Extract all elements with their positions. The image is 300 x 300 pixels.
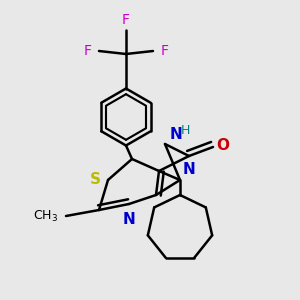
Text: S: S: [89, 172, 100, 188]
Text: F: F: [122, 13, 130, 27]
Text: H: H: [181, 124, 190, 136]
Text: N: N: [169, 127, 182, 142]
Text: F: F: [160, 44, 169, 58]
Text: N: N: [123, 212, 135, 226]
Text: N: N: [183, 162, 196, 177]
Text: CH$_3$: CH$_3$: [33, 208, 58, 224]
Text: F: F: [83, 44, 92, 58]
Text: O: O: [216, 138, 229, 153]
